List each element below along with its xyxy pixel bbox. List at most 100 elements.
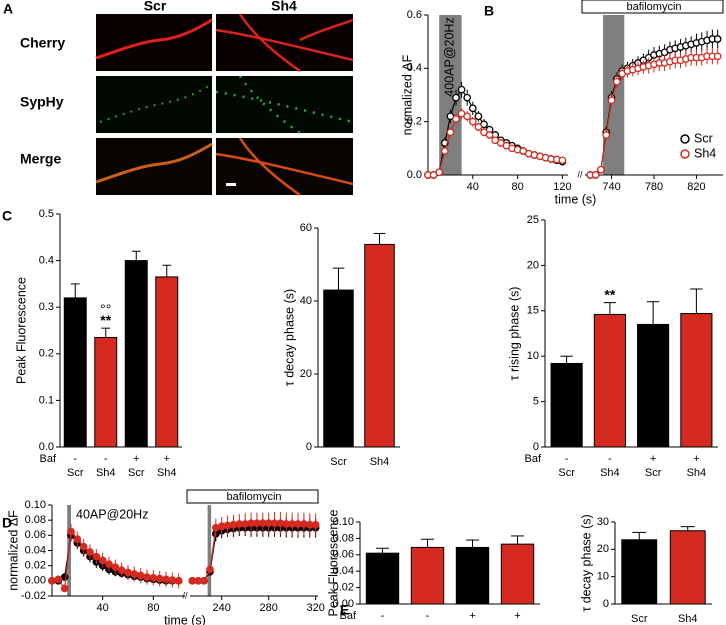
y-tick-label: 0.4 — [39, 255, 54, 267]
x-tick-label: 780 — [645, 181, 663, 193]
y-tick-label: 0.6 — [407, 9, 422, 21]
group-label: - — [608, 453, 612, 465]
panel-label: A — [3, 1, 13, 17]
y-tick-label: 10 — [597, 571, 609, 583]
data-point — [463, 112, 472, 121]
data-point — [60, 573, 69, 581]
group-label: + — [469, 610, 475, 622]
treatment-label: bafilomycin — [626, 1, 681, 13]
data-point — [591, 171, 600, 179]
y-tick-label: 0.0 — [39, 441, 54, 453]
data-point — [54, 575, 63, 584]
y-tick-label: 20 — [597, 543, 609, 555]
x-tick-label: 740 — [602, 181, 620, 193]
x-tick-label: 120 — [553, 181, 571, 193]
panel-label: B — [484, 3, 494, 19]
y-tick-label: 0.4 — [407, 62, 422, 74]
x-tick-label: Sh4 — [418, 624, 438, 625]
neurite — [215, 137, 354, 197]
legend-label: Sh4 — [694, 146, 716, 160]
data-point — [136, 571, 145, 580]
stimulus — [439, 15, 462, 175]
x-tick-label: Sh4 — [678, 613, 698, 625]
legend-marker — [680, 134, 690, 144]
y-tick-label: 0.06 — [333, 549, 354, 561]
data-point — [168, 576, 177, 584]
data-point — [149, 573, 158, 582]
y-tick-label: 0 — [533, 441, 539, 453]
x-tick-label: 280 — [259, 602, 277, 614]
panel-label: C — [2, 208, 12, 224]
group-label: + — [693, 453, 699, 465]
group-label: - — [565, 453, 569, 465]
bar — [410, 546, 445, 605]
panel-label: E — [340, 602, 349, 618]
treatment-bar — [186, 489, 319, 504]
y-tick-label: 15 — [527, 305, 539, 317]
y-tick-label: 25 — [527, 214, 539, 226]
data-point — [468, 117, 477, 126]
data-point — [597, 165, 605, 174]
data-point — [474, 112, 483, 121]
x-tick-label: Sh4 — [157, 467, 177, 479]
data-point — [474, 123, 483, 131]
y-tick-label: 0.2 — [39, 348, 54, 360]
row-label: Merge — [20, 151, 61, 167]
data-point — [111, 563, 120, 572]
bar — [680, 313, 713, 448]
data-point — [143, 573, 151, 581]
data-point — [200, 576, 208, 585]
micrograph — [216, 76, 353, 133]
group-label: + — [650, 453, 656, 465]
axis-break: // — [182, 590, 188, 600]
x-tick-label: 80 — [147, 602, 159, 614]
data-point — [60, 584, 69, 593]
data-point — [612, 77, 621, 86]
y-tick-label: 0.06 — [25, 529, 46, 541]
x-tick-label: 80 — [511, 181, 523, 193]
data-point — [311, 520, 320, 529]
neurite — [215, 13, 354, 73]
y-tick-label: 0.02 — [25, 560, 46, 572]
column-header: Scr — [144, 0, 167, 14]
y-tick-label: 10 — [527, 350, 539, 362]
bar — [621, 539, 658, 605]
bar — [323, 289, 354, 448]
group-title: Baf — [524, 453, 541, 465]
group-label: + — [133, 453, 139, 465]
data-point — [124, 568, 132, 577]
data-point — [117, 566, 126, 575]
data-point — [48, 576, 56, 585]
y-axis-label: τ rising phase (s) — [507, 287, 521, 381]
y-tick-label: 60 — [300, 222, 312, 234]
panel-label: D — [2, 515, 12, 531]
bar — [500, 543, 535, 605]
data-point — [130, 570, 139, 578]
y-tick-label: 20 — [527, 259, 539, 271]
x-axis-label: time (s) — [555, 192, 597, 206]
neurite — [95, 18, 213, 60]
y-tick-label: 0.3 — [39, 301, 54, 313]
y-axis-label: τ decay phase (s) — [282, 289, 296, 386]
data-point — [73, 535, 82, 543]
data-point — [440, 147, 449, 155]
data-point — [713, 52, 722, 61]
bar — [365, 552, 400, 605]
y-tick-label: 0.1 — [39, 394, 54, 406]
y-axis-label: normalized ΔF — [400, 54, 414, 135]
neurite — [95, 142, 213, 184]
y-tick-label: 0.2 — [407, 116, 422, 128]
y-tick-label: 0.02 — [333, 582, 354, 594]
bar — [124, 260, 148, 448]
y-axis-label: normalized ΔF — [6, 510, 20, 591]
data-point — [468, 104, 477, 113]
bar — [94, 336, 118, 448]
bar — [637, 323, 670, 448]
treatment-bar — [581, 0, 724, 14]
significance: ** — [604, 286, 615, 302]
y-tick-label: 0.08 — [333, 532, 354, 544]
significance: °° — [100, 301, 111, 317]
data-point — [602, 131, 611, 139]
bar — [455, 546, 490, 605]
